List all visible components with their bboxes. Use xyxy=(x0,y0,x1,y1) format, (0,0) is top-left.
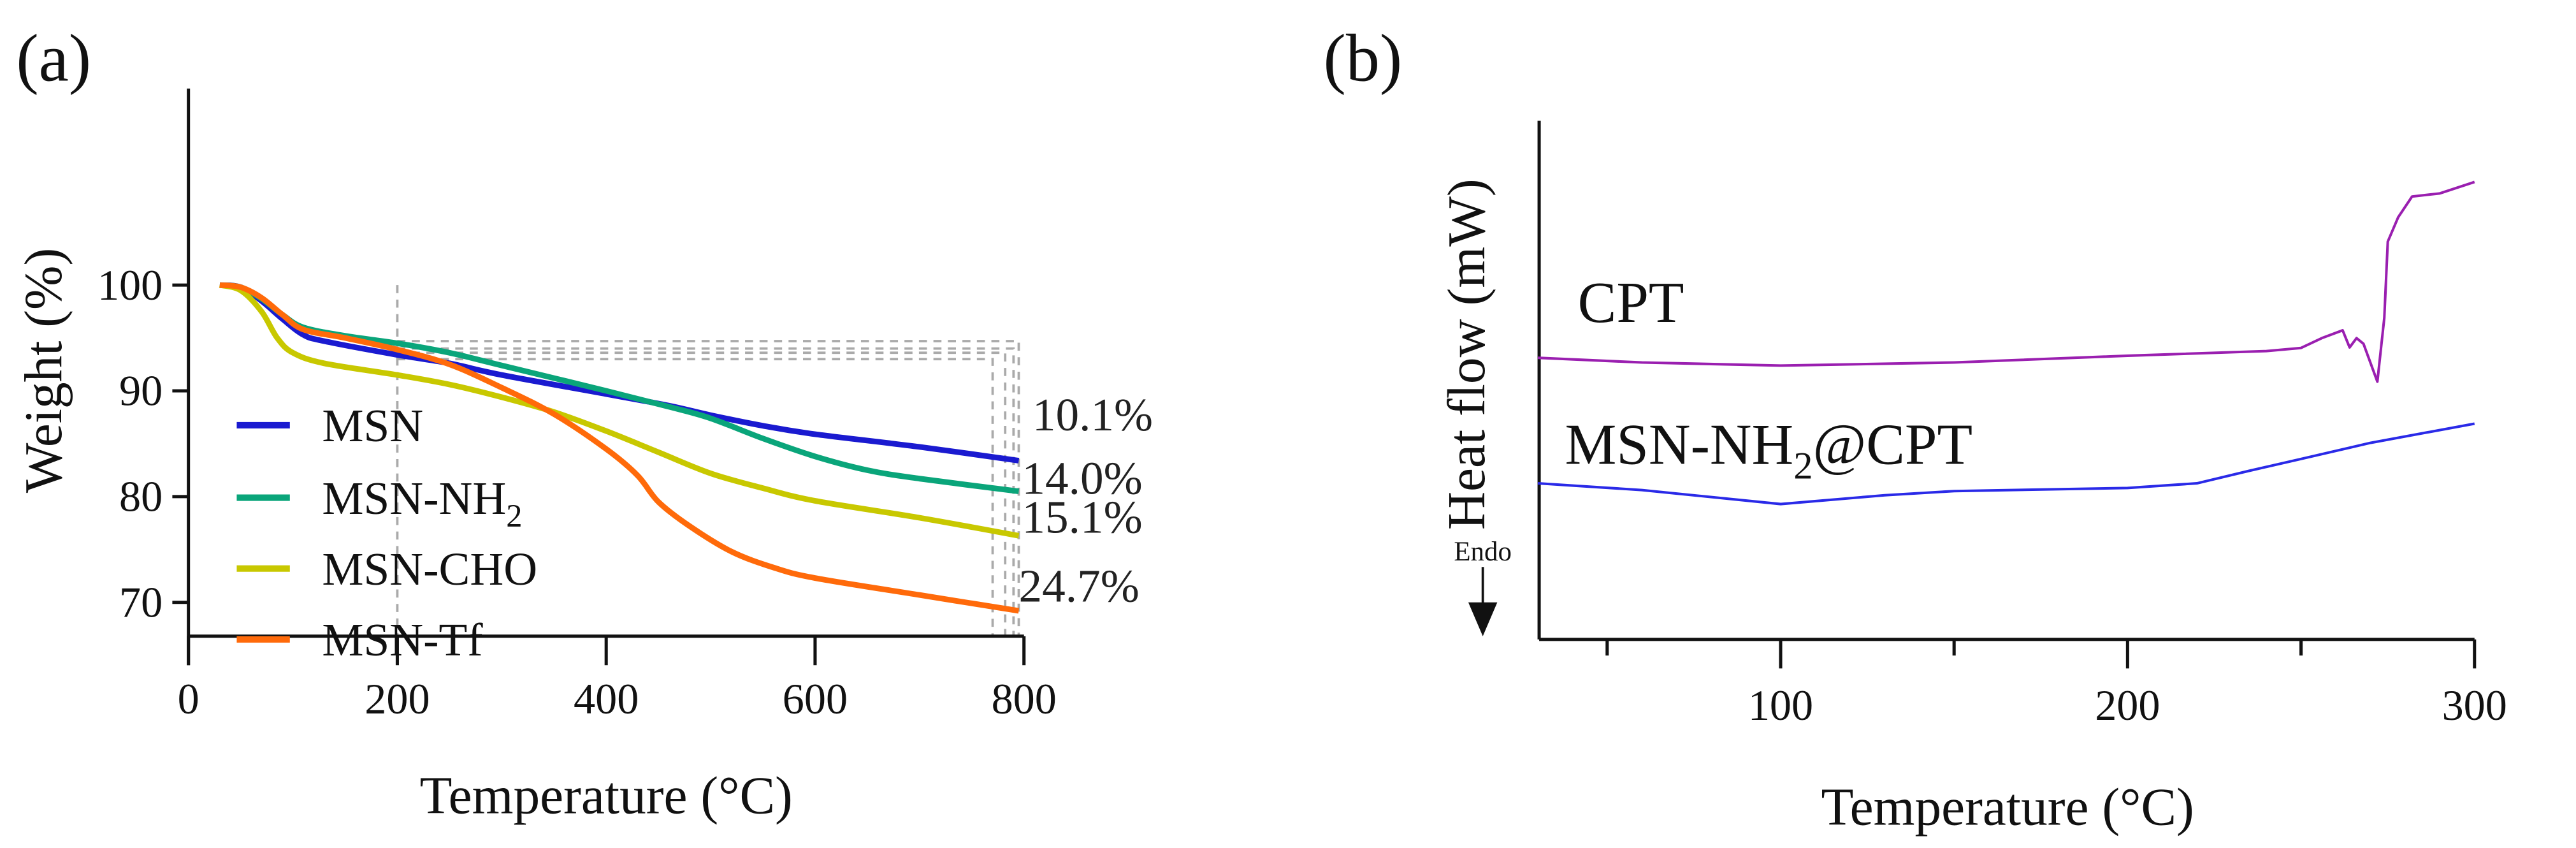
x-axis-title: Temperature (°C) xyxy=(420,767,793,826)
legend-label: MSN-CHO xyxy=(322,543,537,595)
panel-a-label: (a) xyxy=(16,20,91,95)
weight-loss-label: 15.1% xyxy=(1022,492,1142,543)
y-tick-label: 90 xyxy=(119,367,163,415)
reference-line-horizontal xyxy=(397,358,994,636)
endo-arrow-down-icon xyxy=(1468,602,1498,636)
x-tick-label: 200 xyxy=(2095,681,2160,729)
x-tick-label: 600 xyxy=(783,675,848,723)
y-axis-title: Heat flow (mW) xyxy=(1438,179,1496,530)
series-label: CPT xyxy=(1578,270,1684,335)
x-tick-label: 200 xyxy=(365,675,430,723)
y-tick-label: 100 xyxy=(98,261,163,309)
reference-line-horizontal xyxy=(397,340,1020,636)
series-line-cpt xyxy=(1537,180,2475,383)
x-tick-label: 400 xyxy=(574,675,639,723)
weight-loss-label: 24.7% xyxy=(1019,560,1140,611)
panel-b-label: (b) xyxy=(1324,20,1403,95)
series-line-msn xyxy=(219,282,1020,464)
x-tick-label: 0 xyxy=(178,675,199,723)
series-line-msn-nh xyxy=(1537,422,2475,506)
series-label-subscript: 2 xyxy=(1793,444,1813,487)
legend-label: MSN-NH2 xyxy=(322,472,522,534)
reference-line-horizontal xyxy=(397,347,1015,636)
weight-loss-label: 14.0% xyxy=(1022,452,1142,504)
x-tick-label: 100 xyxy=(1748,681,1813,729)
panel-b-dsc-chart: 100 200 300 Temperature (°C) Heat flow (mW) E… xyxy=(1438,121,2507,837)
series-label-text: MSN-NH xyxy=(1565,413,1793,477)
x-axis-title: Temperature (°C) xyxy=(1821,778,2194,837)
legend-label-text: MSN-NH xyxy=(322,472,506,524)
x-tick-label: 300 xyxy=(2442,681,2507,729)
weight-loss-label: 10.1% xyxy=(1032,389,1153,441)
y-tick-label: 80 xyxy=(119,472,163,521)
series-line-msn-tf xyxy=(219,282,1020,614)
legend-label-text: MSN xyxy=(322,400,423,451)
series-label: MSN-NH2@CPT xyxy=(1565,413,1972,488)
series-label-text: CPT xyxy=(1578,270,1684,335)
x-tick-label: 800 xyxy=(992,675,1057,723)
legend-label: MSN-Tf xyxy=(322,614,483,666)
legend-label-text: MSN-CHO xyxy=(322,543,537,595)
endo-label: Endo xyxy=(1454,537,1512,567)
panel-a-tga-chart: 0 200 400 600 800 70 80 90 100 Temperature (°C) We… xyxy=(15,88,1153,826)
y-tick-label: 70 xyxy=(119,578,163,627)
legend-label-subscript: 2 xyxy=(506,498,522,534)
legend-label: MSN xyxy=(322,400,423,451)
legend-label-text: MSN-Tf xyxy=(322,614,483,666)
y-axis-title: Weight (%) xyxy=(15,248,73,493)
series-label-suffix: @CPT xyxy=(1813,413,1973,477)
